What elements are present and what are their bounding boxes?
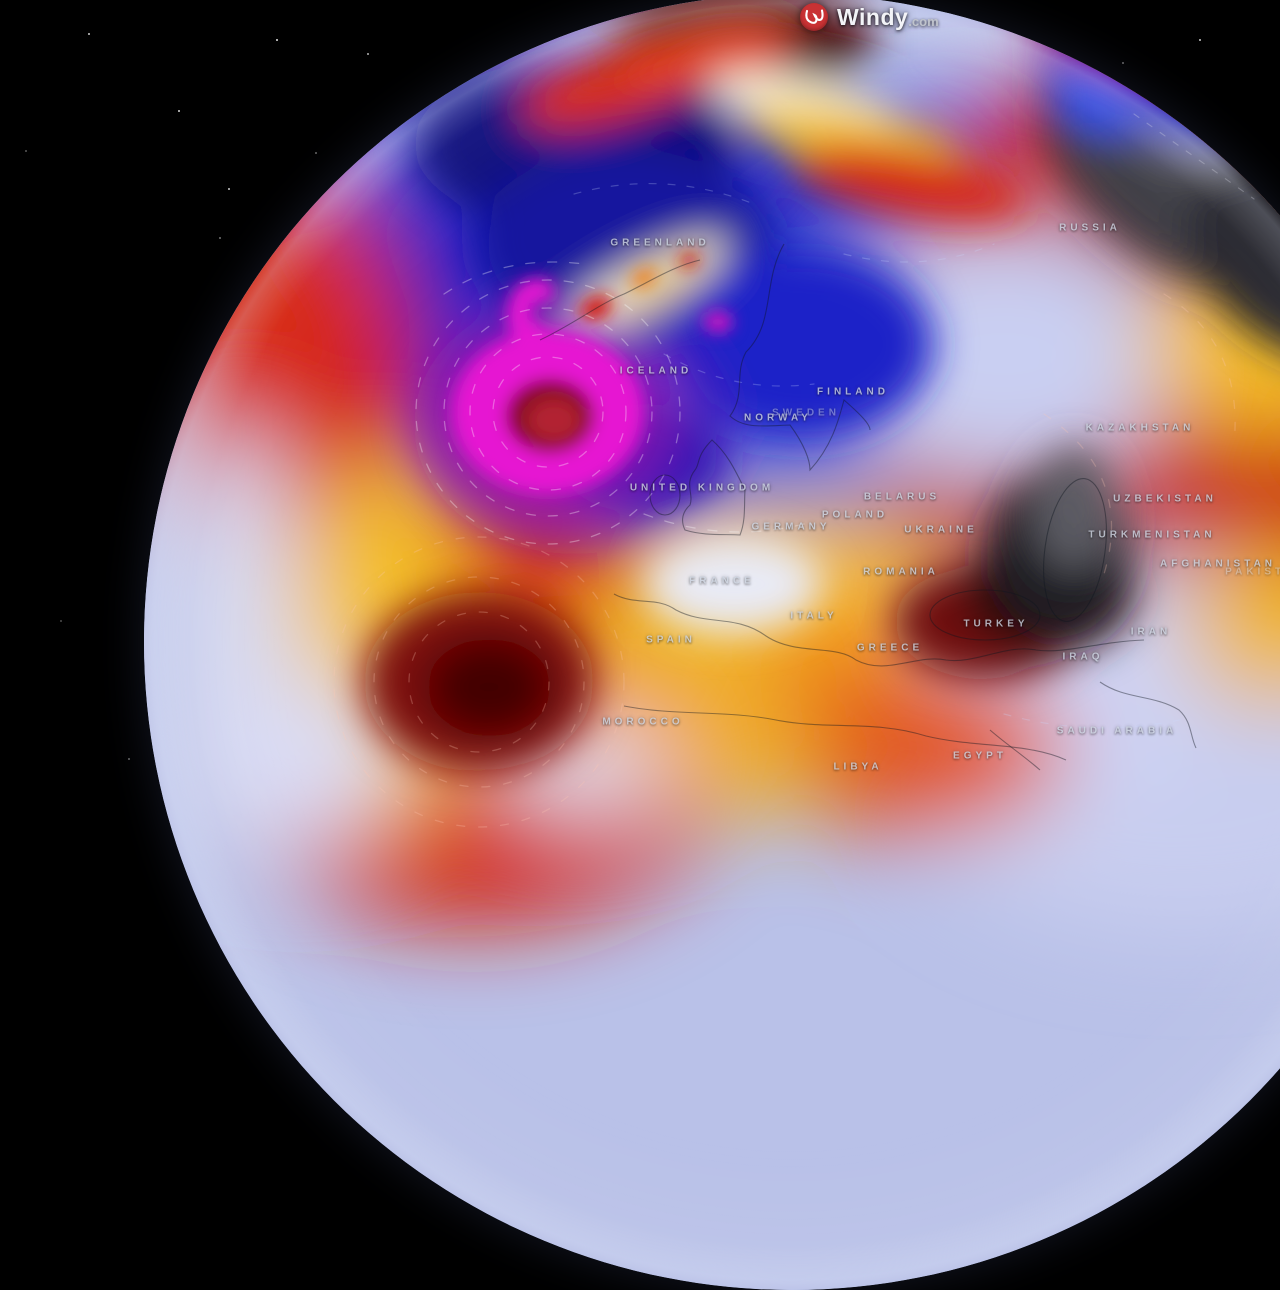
country-label-turkmenistan: TURKMENISTAN xyxy=(1088,529,1216,541)
country-label-finland: FINLAND xyxy=(817,386,889,398)
country-label-sweden: SWEDEN xyxy=(772,407,840,419)
country-label-romania: ROMANIA xyxy=(863,566,939,578)
starfield xyxy=(0,0,2,2)
weather-layer-art xyxy=(144,0,1280,1290)
windy-logo-icon xyxy=(800,3,828,31)
country-label-afghanistan: AFGHANISTAN xyxy=(1159,558,1277,570)
country-label-greece: GREECE xyxy=(856,642,924,654)
country-label-libya: LIBYA xyxy=(833,761,883,773)
country-label-uzbekistan: UZBEKISTAN xyxy=(1113,493,1217,505)
wind-swoosh-icon xyxy=(805,9,824,24)
country-label-saudi-arabia: SAUDI ARABIA xyxy=(1056,725,1178,737)
windy-logo[interactable]: Windy .com xyxy=(800,1,939,33)
windy-logo-tld: .com xyxy=(908,14,939,29)
country-label-spain: SPAIN xyxy=(646,634,696,646)
globe-map[interactable] xyxy=(144,0,1280,1290)
country-label-iraq: IRAQ xyxy=(1062,651,1104,663)
country-label-greenland: GREENLAND xyxy=(610,237,710,249)
country-label-france: FRANCE xyxy=(689,575,755,587)
country-label-pakistan: PAKISTAN xyxy=(1225,566,1280,578)
country-label-germany: GERMANY xyxy=(751,521,831,533)
country-label-iceland: ICELAND xyxy=(619,365,693,377)
country-label-morocco: MOROCCO xyxy=(602,716,684,728)
country-label-iran: IRAN xyxy=(1130,626,1172,638)
windy-logo-word: Windy xyxy=(837,3,909,30)
country-label-ukraine: UKRAINE xyxy=(904,524,978,536)
country-label-egypt: EGYPT xyxy=(953,750,1007,762)
country-label-russia: RUSSIA xyxy=(1059,222,1121,234)
country-label-turkey: TURKEY xyxy=(963,618,1029,630)
country-label-kazakhstan: KAZAKHSTAN xyxy=(1085,422,1195,434)
country-label-united-kingdom: UNITED KINGDOM xyxy=(629,482,775,494)
country-label-norway: NORWAY xyxy=(744,412,812,424)
country-label-italy: ITALY xyxy=(790,610,838,622)
country-label-belarus: BELARUS xyxy=(863,491,941,503)
country-label-poland: POLAND xyxy=(821,509,889,521)
